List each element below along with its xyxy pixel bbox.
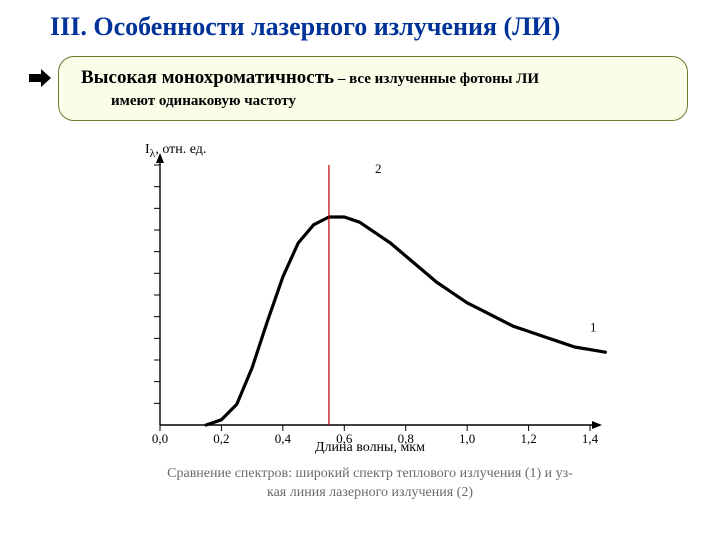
callout-second-line: имеют одинаковую частоту	[81, 93, 669, 110]
callout-rest: все излученные фотоны ЛИ	[349, 71, 539, 87]
y-axis-label: Iλ, отн. ед.	[145, 142, 206, 160]
chart-caption: Сравнение спектров: широкий спектр тепло…	[125, 465, 615, 503]
x-tick-label: 1,2	[520, 431, 536, 446]
x-tick-label: 1,0	[459, 431, 475, 446]
callout-term: Высокая монохроматичность	[81, 67, 334, 88]
callout-sep: –	[334, 71, 349, 87]
caption-line2: кая линия лазерного излучения (2)	[267, 485, 473, 500]
x-tick-label: 1,4	[582, 431, 599, 446]
x-tick-label: 0,4	[275, 431, 292, 446]
page-title: III. Особенности лазерного излучения (ЛИ…	[0, 0, 720, 52]
chart-svg: 0,00,20,40,60,81,01,21,412	[105, 140, 625, 480]
x-tick-label: 0,2	[213, 431, 229, 446]
caption-line1: Сравнение спектров: широкий спектр тепло…	[167, 466, 573, 481]
series-2-label: 2	[375, 161, 382, 176]
chart: 0,00,20,40,60,81,01,21,412 Iλ, отн. ед. …	[105, 140, 625, 520]
arrow-right-icon	[29, 69, 51, 87]
callout-box: Высокая монохроматичность – все излученн…	[58, 56, 688, 121]
x-tick-label: 0,0	[152, 431, 168, 446]
x-axis-label: Длина волны, мкм	[315, 440, 425, 456]
series-1-label: 1	[590, 319, 597, 334]
